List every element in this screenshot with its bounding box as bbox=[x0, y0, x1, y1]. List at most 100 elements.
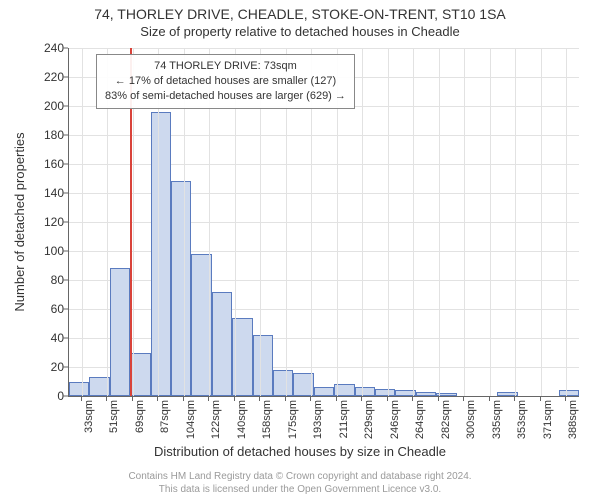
x-tick-mark bbox=[183, 396, 184, 401]
y-tick-label: 20 bbox=[24, 360, 64, 374]
annotation-line: 74 THORLEY DRIVE: 73sqm bbox=[105, 59, 346, 74]
histogram-bar bbox=[151, 112, 171, 396]
x-tick-label: 353sqm bbox=[516, 400, 528, 439]
x-tick-label: 388sqm bbox=[567, 400, 579, 439]
x-tick-mark bbox=[387, 396, 388, 401]
grid-line-v bbox=[515, 48, 516, 396]
x-tick-mark bbox=[514, 396, 515, 401]
x-tick-label: 211sqm bbox=[338, 400, 350, 438]
y-tick-label: 240 bbox=[24, 41, 64, 55]
y-tick-label: 180 bbox=[24, 128, 64, 142]
y-tick-label: 60 bbox=[24, 302, 64, 316]
grid-line-h bbox=[69, 309, 579, 310]
attribution-footer: Contains HM Land Registry data © Crown c… bbox=[0, 471, 600, 496]
histogram-bar bbox=[416, 392, 436, 396]
x-tick-mark bbox=[81, 396, 82, 401]
x-tick-mark bbox=[489, 396, 490, 401]
x-tick-label: 104sqm bbox=[185, 400, 197, 439]
x-tick-label: 246sqm bbox=[389, 400, 401, 439]
x-tick-mark bbox=[106, 396, 107, 401]
x-tick-mark bbox=[208, 396, 209, 401]
annotation-box: 74 THORLEY DRIVE: 73sqm← 17% of detached… bbox=[96, 54, 355, 109]
y-tick-label: 100 bbox=[24, 244, 64, 258]
x-tick-label: 193sqm bbox=[312, 400, 324, 439]
x-tick-label: 175sqm bbox=[287, 400, 299, 439]
grid-line-v bbox=[439, 48, 440, 396]
x-tick-mark bbox=[259, 396, 260, 401]
histogram-bar bbox=[253, 335, 273, 396]
x-tick-mark bbox=[463, 396, 464, 401]
grid-line-h bbox=[69, 251, 579, 252]
x-tick-label: 282sqm bbox=[440, 400, 452, 439]
grid-line-h bbox=[69, 280, 579, 281]
histogram-bar bbox=[110, 268, 130, 396]
x-tick-mark bbox=[565, 396, 566, 401]
x-tick-mark bbox=[285, 396, 286, 401]
x-tick-mark bbox=[540, 396, 541, 401]
y-tick-mark bbox=[63, 48, 68, 49]
x-tick-label: 335sqm bbox=[491, 400, 503, 439]
y-tick-label: 200 bbox=[24, 99, 64, 113]
x-tick-mark bbox=[132, 396, 133, 401]
y-tick-label: 220 bbox=[24, 70, 64, 84]
histogram-bar bbox=[355, 387, 375, 396]
annotation-line: ← 17% of detached houses are smaller (12… bbox=[105, 74, 346, 89]
footer-line-2: This data is licensed under the Open Gov… bbox=[0, 484, 600, 497]
y-tick-mark bbox=[63, 309, 68, 310]
y-tick-mark bbox=[63, 396, 68, 397]
x-tick-label: 371sqm bbox=[542, 400, 554, 439]
histogram-bar bbox=[273, 370, 293, 396]
x-tick-label: 264sqm bbox=[414, 400, 426, 439]
grid-line-h bbox=[69, 48, 579, 49]
y-tick-mark bbox=[63, 338, 68, 339]
y-tick-label: 160 bbox=[24, 157, 64, 171]
grid-line-v bbox=[464, 48, 465, 396]
x-tick-mark bbox=[438, 396, 439, 401]
grid-line-v bbox=[541, 48, 542, 396]
y-tick-mark bbox=[63, 251, 68, 252]
x-tick-mark bbox=[412, 396, 413, 401]
y-tick-label: 40 bbox=[24, 331, 64, 345]
y-tick-mark bbox=[63, 222, 68, 223]
x-tick-mark bbox=[234, 396, 235, 401]
x-tick-mark bbox=[310, 396, 311, 401]
x-tick-label: 122sqm bbox=[210, 400, 222, 439]
y-tick-label: 0 bbox=[24, 389, 64, 403]
grid-line-v bbox=[388, 48, 389, 396]
histogram-bar bbox=[375, 389, 395, 396]
x-tick-label: 229sqm bbox=[363, 400, 375, 439]
y-tick-label: 140 bbox=[24, 186, 64, 200]
grid-line-v bbox=[490, 48, 491, 396]
histogram-bar bbox=[171, 181, 191, 396]
histogram-bar bbox=[69, 382, 89, 397]
x-tick-label: 87sqm bbox=[159, 400, 171, 433]
y-tick-mark bbox=[63, 164, 68, 165]
x-axis-label: Distribution of detached houses by size … bbox=[0, 444, 600, 459]
x-tick-label: 140sqm bbox=[236, 400, 248, 439]
x-tick-label: 51sqm bbox=[108, 400, 120, 433]
y-tick-mark bbox=[63, 367, 68, 368]
histogram-bar bbox=[314, 387, 334, 396]
x-tick-label: 33sqm bbox=[83, 400, 95, 433]
y-tick-label: 80 bbox=[24, 273, 64, 287]
grid-line-h bbox=[69, 338, 579, 339]
grid-line-v bbox=[82, 48, 83, 396]
y-tick-label: 120 bbox=[24, 215, 64, 229]
grid-line-v bbox=[566, 48, 567, 396]
footer-line-1: Contains HM Land Registry data © Crown c… bbox=[0, 471, 600, 484]
chart-title: 74, THORLEY DRIVE, CHEADLE, STOKE-ON-TRE… bbox=[0, 6, 600, 22]
grid-line-h bbox=[69, 164, 579, 165]
y-tick-mark bbox=[63, 135, 68, 136]
x-tick-label: 69sqm bbox=[134, 400, 146, 433]
y-tick-mark bbox=[63, 193, 68, 194]
grid-line-v bbox=[413, 48, 414, 396]
grid-line-h bbox=[69, 193, 579, 194]
x-tick-mark bbox=[157, 396, 158, 401]
annotation-line: 83% of semi-detached houses are larger (… bbox=[105, 89, 346, 104]
x-tick-label: 158sqm bbox=[261, 400, 273, 439]
y-tick-mark bbox=[63, 77, 68, 78]
grid-line-h bbox=[69, 135, 579, 136]
x-tick-mark bbox=[361, 396, 362, 401]
histogram-bar bbox=[559, 390, 579, 396]
grid-line-v bbox=[362, 48, 363, 396]
